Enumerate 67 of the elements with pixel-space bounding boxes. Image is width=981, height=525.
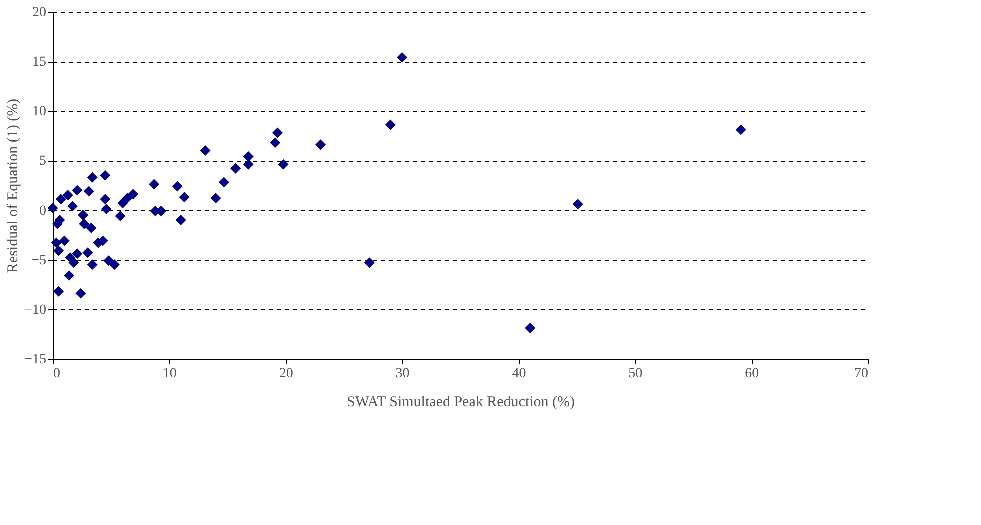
point	[76, 288, 86, 299]
point	[101, 204, 112, 215]
point	[230, 163, 242, 174]
point	[48, 203, 58, 214]
y-tick-label: −5	[32, 253, 46, 268]
point	[218, 177, 230, 188]
x-tick-label: 30	[396, 366, 410, 382]
point	[115, 210, 126, 222]
x-tick-label: 0	[54, 366, 60, 382]
point	[397, 52, 408, 63]
point	[100, 170, 111, 181]
point	[278, 159, 289, 170]
point	[385, 120, 396, 130]
point	[51, 238, 62, 248]
point	[72, 248, 83, 260]
point	[118, 198, 128, 209]
point	[172, 181, 183, 192]
point	[210, 193, 222, 204]
x-axis-title: SWAT Simultaed Peak Reduction (%)	[346, 394, 576, 410]
point	[56, 194, 66, 205]
point	[128, 189, 139, 200]
x-tick-label: 40	[512, 366, 526, 382]
point	[86, 222, 97, 234]
point	[109, 260, 120, 270]
y-tick-label: 5	[40, 154, 46, 170]
point	[68, 258, 80, 268]
point	[243, 152, 254, 162]
point	[72, 185, 83, 196]
point	[87, 260, 98, 270]
point	[122, 193, 133, 204]
point	[84, 186, 94, 197]
point	[272, 128, 283, 138]
point	[525, 323, 536, 334]
x-tick-label: 50	[628, 366, 643, 382]
point	[316, 140, 326, 150]
point	[59, 236, 70, 246]
point	[62, 190, 74, 201]
point	[82, 248, 94, 258]
point	[79, 218, 90, 230]
point	[176, 214, 186, 226]
x-tick-label: 70	[854, 366, 868, 382]
point	[54, 286, 64, 297]
x-tick-label: 20	[279, 366, 294, 382]
y-tick-label: 15	[32, 55, 46, 70]
point	[100, 194, 111, 205]
x-tick-label: 60	[745, 366, 760, 382]
point	[78, 210, 89, 220]
point	[179, 192, 190, 203]
point	[87, 172, 98, 183]
x-tick-label: 10	[162, 366, 177, 382]
point	[149, 179, 160, 190]
point	[243, 159, 254, 170]
y-axis-title: Residual of Equation (1) (%)	[6, 98, 22, 274]
point	[68, 201, 78, 212]
point	[200, 146, 211, 156]
y-tick-label: 20	[32, 6, 46, 20]
point	[572, 199, 584, 210]
y-tick-label: −10	[24, 302, 46, 318]
point	[64, 270, 75, 281]
y-tick-label: 10	[32, 104, 46, 120]
y-tick-label: −15	[24, 352, 46, 368]
y-tick-label: 0	[40, 204, 46, 219]
point	[270, 138, 281, 148]
point	[364, 258, 375, 268]
point	[104, 256, 114, 266]
point	[736, 124, 746, 136]
point	[54, 246, 64, 256]
